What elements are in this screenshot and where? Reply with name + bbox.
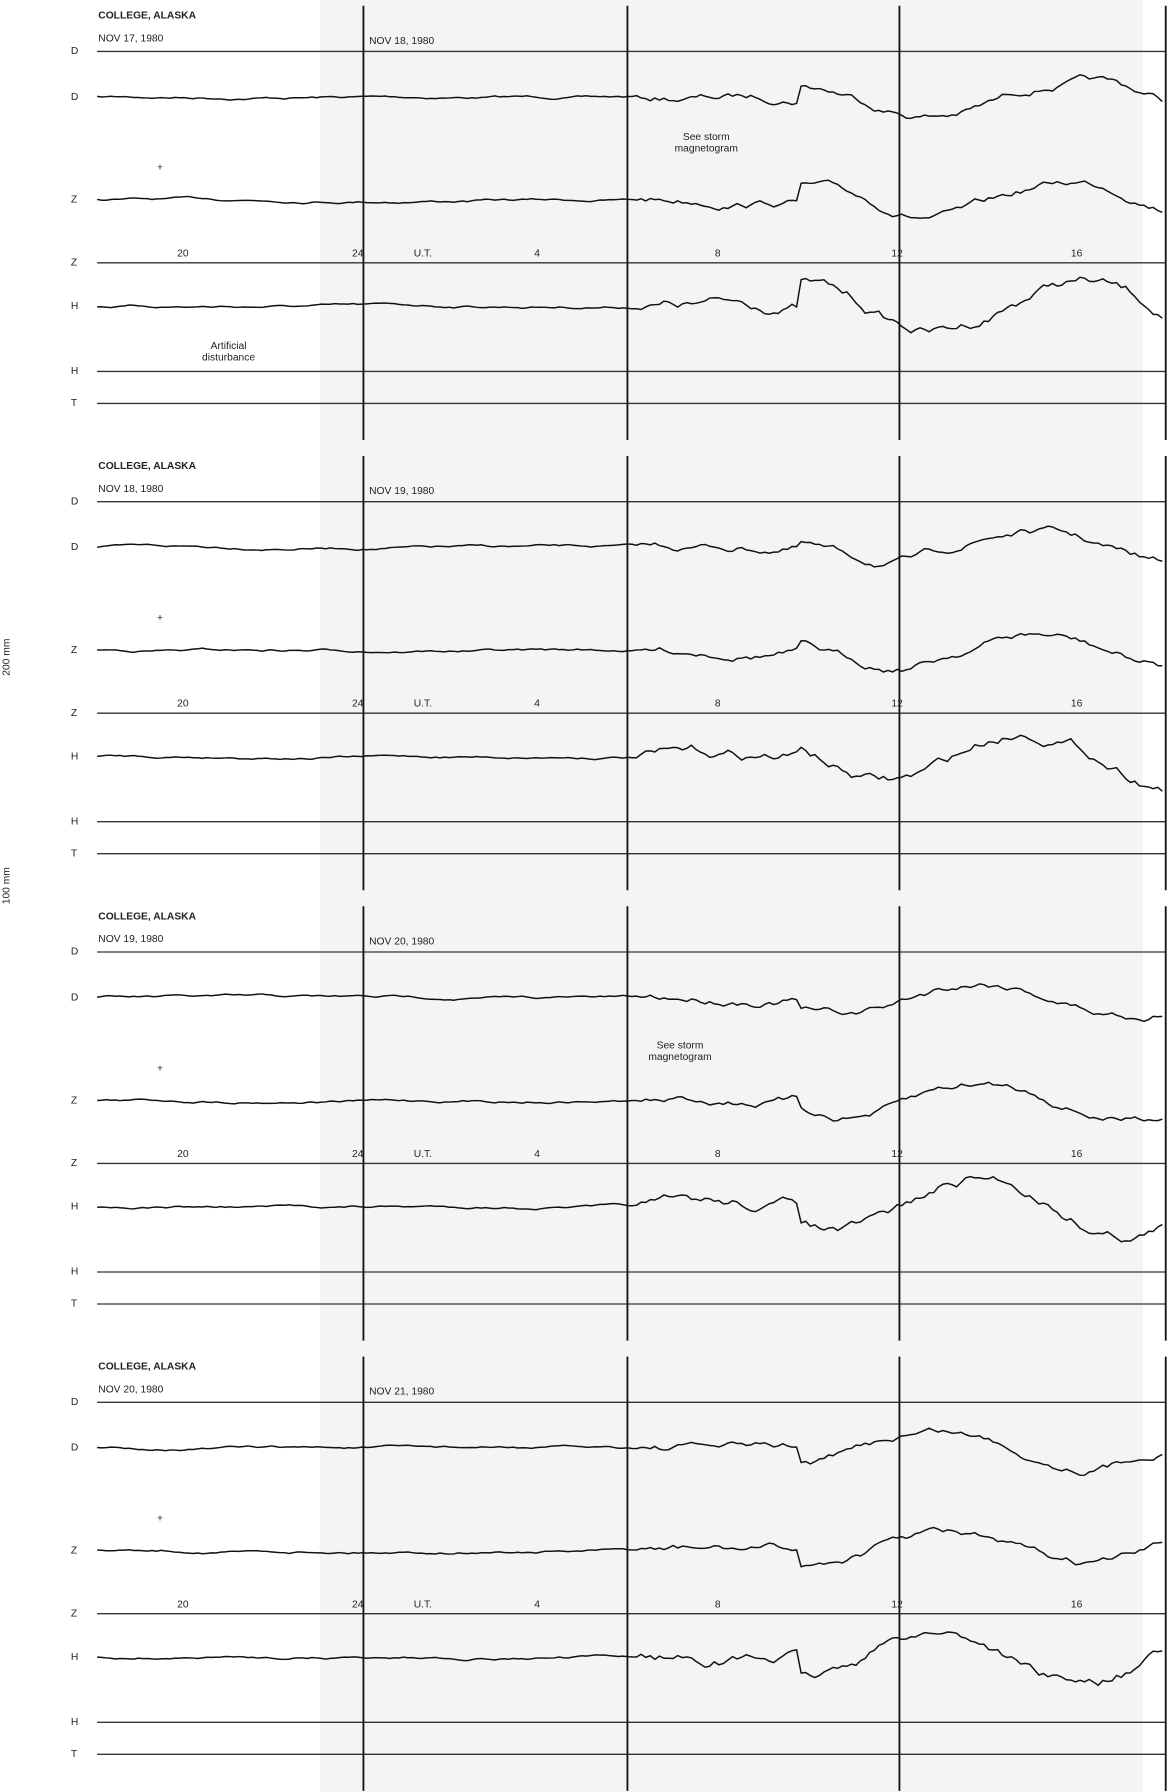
station-label: COLLEGE, ALASKA bbox=[98, 1362, 196, 1373]
trace bbox=[97, 983, 1163, 1023]
trace bbox=[97, 1081, 1163, 1122]
channel-label: Z bbox=[71, 195, 77, 206]
channel-label: D bbox=[71, 542, 78, 553]
hour-label: 20 bbox=[177, 1599, 189, 1610]
crosshair: + bbox=[157, 1063, 163, 1074]
hour-label: U.T. bbox=[414, 248, 432, 259]
channel-label: H bbox=[71, 1717, 78, 1728]
station-label: COLLEGE, ALASKA bbox=[98, 461, 196, 472]
channel-label: Z bbox=[71, 1158, 77, 1169]
hour-label: 12 bbox=[891, 248, 903, 259]
trace bbox=[97, 1427, 1163, 1477]
channel-label: T bbox=[71, 1749, 78, 1760]
hour-label: 12 bbox=[891, 1599, 903, 1610]
hour-label: 4 bbox=[534, 248, 540, 259]
channel-label: D bbox=[71, 1397, 78, 1408]
hour-label: U.T. bbox=[414, 699, 432, 710]
trace bbox=[97, 73, 1163, 120]
channel-label: Z bbox=[71, 258, 77, 269]
channel-label: T bbox=[71, 848, 78, 859]
trace bbox=[97, 179, 1163, 220]
hour-label: 16 bbox=[1071, 1599, 1083, 1610]
channel-label: Z bbox=[71, 708, 77, 719]
annotation: magnetogram bbox=[675, 143, 738, 154]
hour-label: 4 bbox=[534, 699, 540, 710]
channel-label: D bbox=[71, 1443, 78, 1454]
date-end: NOV 19, 1980 bbox=[369, 486, 434, 497]
hour-label: 4 bbox=[534, 1149, 540, 1160]
hour-label: 24 bbox=[352, 248, 364, 259]
trace bbox=[97, 632, 1163, 673]
side-label: 100 mm bbox=[2, 867, 13, 904]
channel-label: D bbox=[71, 92, 78, 103]
annotation: disturbance bbox=[202, 352, 255, 363]
annotation: See storm bbox=[683, 132, 730, 143]
crosshair: + bbox=[157, 613, 163, 624]
channel-label: H bbox=[71, 1267, 78, 1278]
hour-label: U.T. bbox=[414, 1599, 432, 1610]
hour-label: 8 bbox=[715, 699, 721, 710]
hour-label: 8 bbox=[715, 1599, 721, 1610]
trace bbox=[97, 734, 1163, 792]
channel-label: D bbox=[71, 46, 78, 57]
hour-label: 16 bbox=[1071, 248, 1083, 259]
annotation: Artificial bbox=[211, 341, 247, 352]
annotation: magnetogram bbox=[648, 1052, 711, 1063]
shaded-area bbox=[320, 0, 1143, 1792]
hour-label: 16 bbox=[1071, 1149, 1083, 1160]
hour-label: 20 bbox=[177, 1149, 189, 1160]
annotation: See storm bbox=[657, 1040, 704, 1051]
channel-label: T bbox=[71, 1299, 78, 1310]
trace bbox=[97, 276, 1163, 334]
crosshair: + bbox=[157, 163, 163, 174]
date-start: NOV 17, 1980 bbox=[98, 34, 163, 45]
trace bbox=[97, 1175, 1163, 1243]
channel-label: H bbox=[71, 1202, 78, 1213]
channel-label: H bbox=[71, 301, 78, 312]
station-label: COLLEGE, ALASKA bbox=[98, 911, 196, 922]
hour-label: 24 bbox=[352, 1599, 364, 1610]
channel-label: H bbox=[71, 751, 78, 762]
channel-label: D bbox=[71, 947, 78, 958]
channel-label: Z bbox=[71, 645, 77, 656]
date-end: NOV 18, 1980 bbox=[369, 36, 434, 47]
date-start: NOV 20, 1980 bbox=[98, 1384, 163, 1395]
trace bbox=[97, 1631, 1163, 1687]
hour-label: 4 bbox=[534, 1599, 540, 1610]
date-start: NOV 19, 1980 bbox=[98, 934, 163, 945]
channel-label: Z bbox=[71, 1608, 77, 1619]
hour-label: 8 bbox=[715, 1149, 721, 1160]
hour-label: 8 bbox=[715, 248, 721, 259]
date-end: NOV 21, 1980 bbox=[369, 1387, 434, 1398]
channel-label: D bbox=[71, 992, 78, 1003]
hour-label: 20 bbox=[177, 699, 189, 710]
channel-label: T bbox=[71, 398, 78, 409]
channel-label: Z bbox=[71, 1095, 77, 1106]
hour-label: 12 bbox=[891, 699, 903, 710]
channel-label: Z bbox=[71, 1546, 77, 1557]
station-label: COLLEGE, ALASKA bbox=[98, 11, 196, 22]
hour-label: U.T. bbox=[414, 1149, 432, 1160]
crosshair: + bbox=[157, 1514, 163, 1525]
channel-label: H bbox=[71, 1652, 78, 1663]
trace bbox=[97, 1526, 1163, 1568]
hour-label: 12 bbox=[891, 1149, 903, 1160]
hour-label: 24 bbox=[352, 1149, 364, 1160]
channel-label: D bbox=[71, 496, 78, 507]
date-start: NOV 18, 1980 bbox=[98, 484, 163, 495]
hour-label: 20 bbox=[177, 248, 189, 259]
channel-label: H bbox=[71, 816, 78, 827]
trace bbox=[97, 525, 1163, 568]
hour-label: 16 bbox=[1071, 699, 1083, 710]
date-end: NOV 20, 1980 bbox=[369, 936, 434, 947]
hour-label: 24 bbox=[352, 699, 364, 710]
channel-label: H bbox=[71, 366, 78, 377]
side-label: 200 mm bbox=[2, 639, 13, 676]
